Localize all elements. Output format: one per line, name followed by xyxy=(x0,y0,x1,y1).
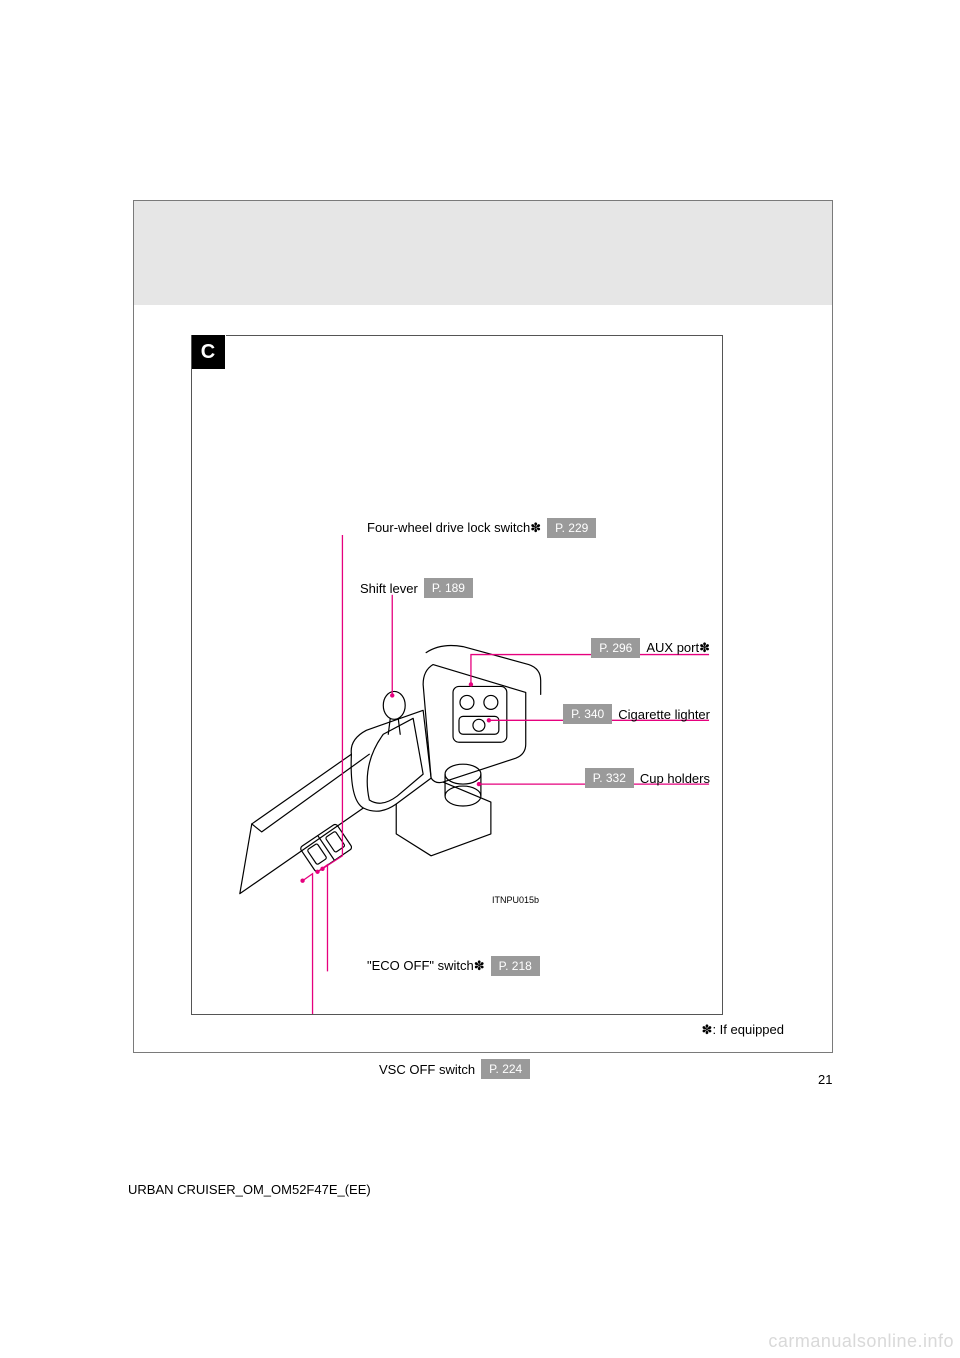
manual-page: C xyxy=(133,200,833,1053)
page-reference: P. 189 xyxy=(424,578,473,598)
callout-label: VSC OFF switch xyxy=(379,1062,475,1077)
callout-shift-lever: Shift lever P. 189 xyxy=(360,578,473,598)
illustration-code: ITNPU015b xyxy=(492,895,539,905)
callout-label: Four-wheel drive lock switch✽ xyxy=(367,520,541,536)
page-reference: P. 340 xyxy=(563,704,612,724)
callout-label: AUX port✽ xyxy=(646,640,710,656)
callout-vsc-off: VSC OFF switch P. 224 xyxy=(379,1059,530,1079)
callout-cup-holders: Cup holders P. 332 xyxy=(585,768,710,788)
callout-four-wheel-lock: Four-wheel drive lock switch✽ P. 229 xyxy=(367,518,596,538)
callout-label: Cigarette lighter xyxy=(618,707,710,722)
center-console-diagram xyxy=(192,335,722,1014)
page-reference: P. 332 xyxy=(585,768,634,788)
callout-label: "ECO OFF" switch✽ xyxy=(367,958,485,974)
callout-cigarette-lighter: Cigarette lighter P. 340 xyxy=(563,704,710,724)
page-header-band xyxy=(134,201,832,305)
page-reference: P. 296 xyxy=(591,638,640,658)
page-reference: P. 218 xyxy=(491,956,540,976)
callout-eco-off: "ECO OFF" switch✽ P. 218 xyxy=(367,956,540,976)
footnote-if-equipped: ✽: If equipped xyxy=(702,1022,784,1038)
callout-aux-port: AUX port✽ P. 296 xyxy=(591,638,710,658)
diagram-frame: Four-wheel drive lock switch✽ P. 229 Shift… xyxy=(191,335,723,1015)
callout-label: Shift lever xyxy=(360,581,418,596)
page-reference: P. 229 xyxy=(547,518,596,538)
document-code: URBAN CRUISER_OM_OM52F47E_(EE) xyxy=(128,1182,371,1197)
page-reference: P. 224 xyxy=(481,1059,530,1079)
page-number: 21 xyxy=(818,1072,832,1087)
watermark: carmanualsonline.info xyxy=(768,1331,954,1352)
callout-label: Cup holders xyxy=(640,771,710,786)
